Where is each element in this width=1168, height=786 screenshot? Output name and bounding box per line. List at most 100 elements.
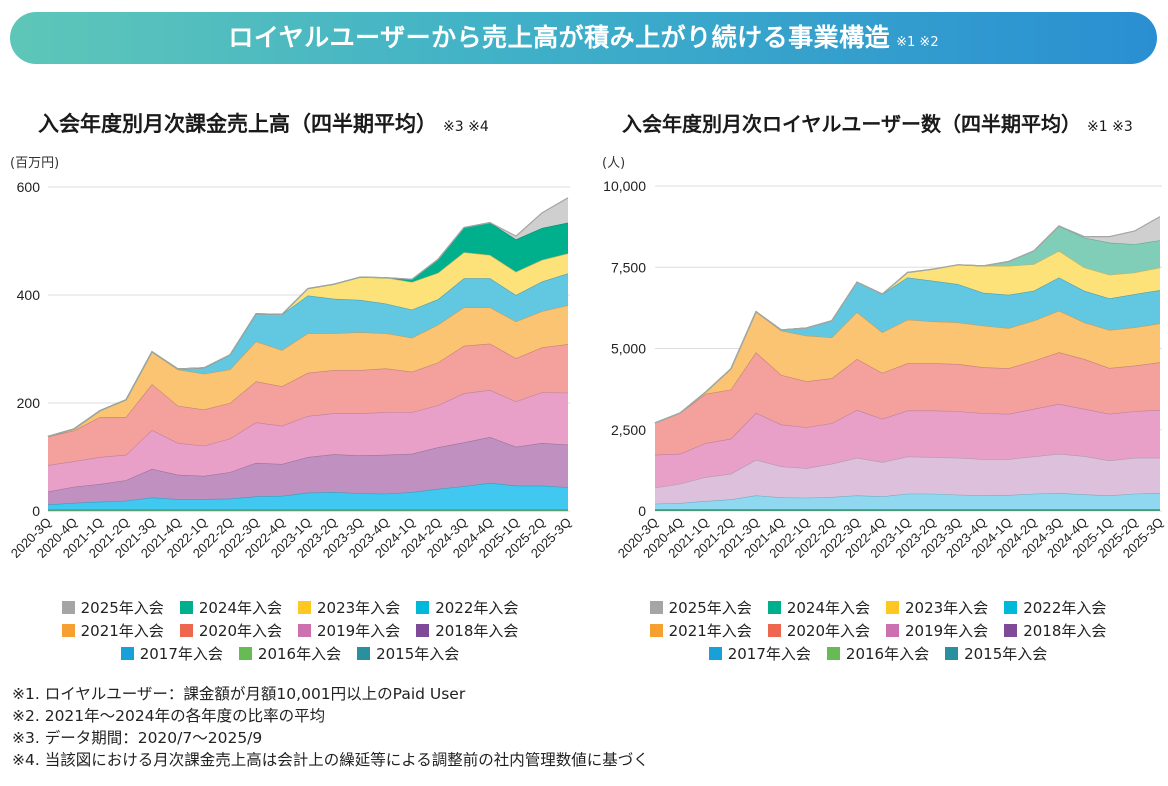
legend-label: 2024年入会 <box>198 599 282 617</box>
area-series-2019年入会 <box>48 390 568 492</box>
y-tick-label: 0 <box>638 503 646 519</box>
footnote-4: ※4. 当該図における月次課金売上高は会計上の繰延等による調整前の社内管理数値に… <box>12 751 649 769</box>
banner-title: ロイヤルユーザーから売上高が積み上がり続ける事業構造 <box>228 23 891 52</box>
legend-label: 2018年入会 <box>435 622 519 640</box>
legend-label: 2022年入会 <box>1023 599 1107 617</box>
y-tick-label: 2,500 <box>611 422 646 438</box>
legend-users: 2025年入会 2024年入会 2023年入会 2022年入会 2021年入会 2020年… <box>598 596 1158 665</box>
revenue-stacked-area-chart: 02004006002020-3Q2020-4Q2021-1Q2021-2Q20… <box>8 179 574 561</box>
area-series-2020年入会 <box>655 352 1160 455</box>
legend-label: 2025年入会 <box>80 599 164 617</box>
legend-swatch <box>1004 601 1018 614</box>
legend-item: 2025年入会 <box>61 597 164 618</box>
legend-item: 2024年入会 <box>179 597 282 618</box>
y-tick-label: 7,500 <box>611 259 646 275</box>
chart-title-note: ※1 ※3 <box>1087 119 1133 135</box>
legend-swatch <box>179 601 193 614</box>
area-series-2022年入会 <box>48 273 568 437</box>
y-tick-label: 400 <box>17 287 41 303</box>
legend-row: 2017年入会 2016年入会 2015年入会 <box>598 642 1158 665</box>
legend-item: 2021年入会 <box>649 620 752 641</box>
legend-label: 2017年入会 <box>727 645 811 663</box>
legend-item: 2025年入会 <box>649 597 752 618</box>
legend-item: 2019年入会 <box>886 620 988 641</box>
y-tick-label: 200 <box>17 395 41 411</box>
legend-label: 2019年入会 <box>317 622 401 640</box>
legend-row: 2021年入会 2020年入会 2019年入会 2018年入会 <box>10 619 570 642</box>
area-series-2020年入会 <box>48 343 568 466</box>
legend-swatch <box>179 624 193 637</box>
users-stacked-area-chart: 02,5005,0007,50010,0002020-3Q2020-4Q2021… <box>603 178 1166 561</box>
legend-swatch <box>298 624 311 637</box>
area-series-2021年入会 <box>655 310 1160 423</box>
legend-label: 2018年入会 <box>1023 622 1107 640</box>
legend-swatch <box>416 601 430 614</box>
chart-title-text: 入会年度別月次課金売上高（四半期平均） <box>38 112 437 136</box>
legend-swatch <box>416 624 430 637</box>
legend-item: 2017年入会 <box>120 643 223 664</box>
legend-swatch <box>1004 624 1018 637</box>
legend-label: 2016年入会 <box>845 645 930 663</box>
legend-swatch <box>886 601 899 614</box>
footnote-3: ※3. データ期間：2020/7〜2025/9 <box>12 729 263 747</box>
legend-row: 2017年入会 2016年入会 2015年入会 <box>10 642 570 665</box>
legend-label: 2025年入会 <box>668 599 752 617</box>
legend-revenue: 2025年入会 2024年入会 2023年入会 2022年入会 2021年入会 2020年… <box>10 596 570 665</box>
legend-item: 2019年入会 <box>298 620 400 641</box>
legend-row: 2025年入会 2024年入会 2023年入会 2022年入会 <box>10 596 570 619</box>
legend-label: 2016年入会 <box>257 645 342 663</box>
footnote-1: ※1. ロイヤルユーザー：課金額が月額10,001円以上のPaid User <box>12 685 466 703</box>
legend-item: 2020年入会 <box>767 620 870 641</box>
legend-swatch <box>767 601 781 614</box>
legend-label: 2024年入会 <box>786 599 870 617</box>
legend-swatch <box>238 647 252 660</box>
legend-label: 2017年入会 <box>139 645 223 663</box>
legend-swatch <box>120 647 134 660</box>
legend-label: 2019年入会 <box>905 622 989 640</box>
legend-swatch <box>708 647 722 660</box>
area-series-2017年入会 <box>655 493 1160 510</box>
legend-item: 2017年入会 <box>708 643 811 664</box>
y-tick-label: 600 <box>17 179 41 195</box>
legend-label: 2022年入会 <box>435 599 519 617</box>
legend-item: 2022年入会 <box>1004 597 1106 618</box>
legend-row: 2021年入会 2020年入会 2019年入会 2018年入会 <box>598 619 1158 642</box>
area-edge-line <box>654 216 1161 424</box>
area-edge-line <box>47 197 569 438</box>
chart-title-users: 入会年度別月次ロイヤルユーザー数（四半期平均） ※1 ※3 <box>622 108 1133 137</box>
legend-item: 2015年入会 <box>357 643 459 664</box>
chart-title-text: 入会年度別月次ロイヤルユーザー数（四半期平均） <box>622 112 1081 136</box>
legend-item: 2023年入会 <box>886 597 988 618</box>
area-series-2021年入会 <box>48 305 568 437</box>
chart-title-revenue: 入会年度別月次課金売上高（四半期平均） ※3 ※4 <box>38 108 489 138</box>
legend-item: 2016年入会 <box>826 643 930 664</box>
legend-row: 2025年入会 2024年入会 2023年入会 2022年入会 <box>598 596 1158 619</box>
banner-footnote-ref: ※1 ※2 <box>896 35 939 50</box>
legend-item: 2018年入会 <box>416 620 518 641</box>
y-tick-label: 0 <box>32 503 40 519</box>
legend-label: 2023年入会 <box>905 599 989 617</box>
legend-swatch <box>945 647 959 660</box>
area-series-2018年入会 <box>655 453 1160 504</box>
area-series-2017年入会 <box>48 482 568 510</box>
legend-swatch <box>649 601 663 614</box>
legend-swatch <box>649 624 663 637</box>
chart-title-note: ※3 ※4 <box>443 119 489 135</box>
legend-label: 2020年入会 <box>198 622 282 640</box>
area-series-2025年入会 <box>655 216 1160 423</box>
legend-item: 2015年入会 <box>945 643 1047 664</box>
legend-item: 2023年入会 <box>298 597 400 618</box>
area-series-2018年入会 <box>48 437 568 505</box>
footnotes: ※1. ロイヤルユーザー：課金額が月額10,001円以上のPaid User ※… <box>12 683 649 771</box>
legend-swatch <box>298 601 311 614</box>
y-tick-label: 5,000 <box>611 341 646 357</box>
legend-label: 2021年入会 <box>80 622 164 640</box>
legend-item: 2024年入会 <box>767 597 870 618</box>
legend-swatch <box>767 624 781 637</box>
legend-label: 2023年入会 <box>317 599 401 617</box>
legend-label: 2021年入会 <box>668 622 752 640</box>
area-series-2024年入会 <box>655 225 1160 423</box>
legend-item: 2016年入会 <box>238 643 342 664</box>
legend-item: 2018年入会 <box>1004 620 1106 641</box>
legend-item: 2020年入会 <box>179 620 282 641</box>
